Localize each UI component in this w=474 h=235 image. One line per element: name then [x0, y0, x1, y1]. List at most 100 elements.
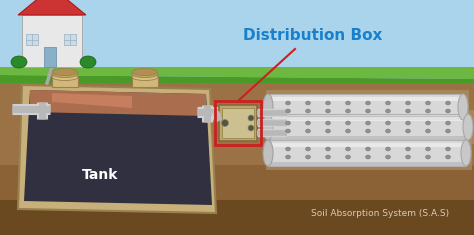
Polygon shape — [0, 200, 474, 235]
Ellipse shape — [461, 140, 471, 166]
Ellipse shape — [346, 121, 350, 125]
Ellipse shape — [132, 70, 158, 78]
Ellipse shape — [426, 109, 430, 113]
Bar — [268, 136, 468, 140]
Text: Distribution Box: Distribution Box — [243, 27, 383, 43]
Ellipse shape — [365, 109, 371, 113]
Ellipse shape — [446, 155, 450, 159]
Ellipse shape — [285, 147, 291, 151]
Ellipse shape — [405, 129, 410, 133]
Ellipse shape — [52, 68, 78, 75]
Ellipse shape — [426, 147, 430, 151]
Ellipse shape — [263, 140, 273, 166]
Ellipse shape — [326, 155, 330, 159]
Bar — [22, 15, 82, 67]
Bar — [268, 140, 466, 166]
Bar — [268, 143, 466, 147]
Polygon shape — [24, 90, 212, 205]
Ellipse shape — [463, 114, 473, 140]
Bar — [266, 110, 474, 144]
Ellipse shape — [221, 120, 228, 126]
Polygon shape — [0, 75, 474, 87]
Ellipse shape — [248, 115, 254, 121]
Ellipse shape — [285, 155, 291, 159]
Ellipse shape — [365, 129, 371, 133]
Ellipse shape — [306, 155, 310, 159]
Ellipse shape — [248, 125, 254, 131]
Ellipse shape — [446, 147, 450, 151]
Bar — [268, 97, 463, 101]
Ellipse shape — [426, 155, 430, 159]
Ellipse shape — [365, 121, 371, 125]
Ellipse shape — [132, 74, 158, 81]
Ellipse shape — [385, 147, 391, 151]
Ellipse shape — [285, 109, 291, 113]
Ellipse shape — [365, 155, 371, 159]
Ellipse shape — [365, 101, 371, 105]
Ellipse shape — [80, 56, 96, 68]
Ellipse shape — [405, 101, 410, 105]
Bar — [44, 47, 56, 67]
Bar — [268, 162, 466, 166]
Bar — [222, 108, 254, 138]
Ellipse shape — [285, 101, 291, 105]
Ellipse shape — [426, 129, 430, 133]
Ellipse shape — [326, 121, 330, 125]
Ellipse shape — [446, 101, 450, 105]
Ellipse shape — [405, 155, 410, 159]
Polygon shape — [18, 0, 86, 15]
Ellipse shape — [326, 129, 330, 133]
Ellipse shape — [458, 94, 468, 120]
Bar — [268, 117, 468, 121]
Ellipse shape — [306, 101, 310, 105]
Ellipse shape — [263, 114, 273, 140]
Ellipse shape — [306, 121, 310, 125]
Ellipse shape — [346, 109, 350, 113]
Ellipse shape — [405, 147, 410, 151]
Bar — [266, 90, 469, 124]
Ellipse shape — [346, 129, 350, 133]
Ellipse shape — [446, 109, 450, 113]
Bar — [132, 77, 158, 87]
Bar — [266, 136, 472, 170]
Polygon shape — [0, 0, 474, 87]
Bar — [219, 105, 257, 141]
Ellipse shape — [385, 109, 391, 113]
Bar — [268, 116, 463, 120]
Ellipse shape — [326, 147, 330, 151]
Text: Tank: Tank — [82, 168, 118, 182]
Text: Soil Absorption System (S.A.S): Soil Absorption System (S.A.S) — [311, 208, 449, 218]
Ellipse shape — [426, 101, 430, 105]
Ellipse shape — [326, 101, 330, 105]
Ellipse shape — [385, 129, 391, 133]
Ellipse shape — [263, 94, 273, 120]
Ellipse shape — [326, 109, 330, 113]
Ellipse shape — [405, 109, 410, 113]
Polygon shape — [30, 90, 206, 116]
Ellipse shape — [346, 155, 350, 159]
Bar — [215, 101, 261, 145]
Ellipse shape — [446, 121, 450, 125]
Bar — [52, 77, 78, 87]
Ellipse shape — [385, 121, 391, 125]
Ellipse shape — [426, 121, 430, 125]
Ellipse shape — [365, 147, 371, 151]
Ellipse shape — [306, 129, 310, 133]
Ellipse shape — [446, 129, 450, 133]
Ellipse shape — [385, 101, 391, 105]
Ellipse shape — [285, 121, 291, 125]
Polygon shape — [0, 165, 474, 235]
Ellipse shape — [52, 74, 78, 81]
Polygon shape — [0, 67, 474, 79]
Polygon shape — [52, 93, 132, 108]
Bar — [268, 94, 463, 120]
Ellipse shape — [306, 109, 310, 113]
Ellipse shape — [405, 121, 410, 125]
Ellipse shape — [306, 147, 310, 151]
Ellipse shape — [285, 129, 291, 133]
Ellipse shape — [52, 70, 78, 78]
Ellipse shape — [132, 68, 158, 75]
Bar — [64, 34, 76, 45]
Polygon shape — [0, 83, 474, 235]
Ellipse shape — [11, 56, 27, 68]
